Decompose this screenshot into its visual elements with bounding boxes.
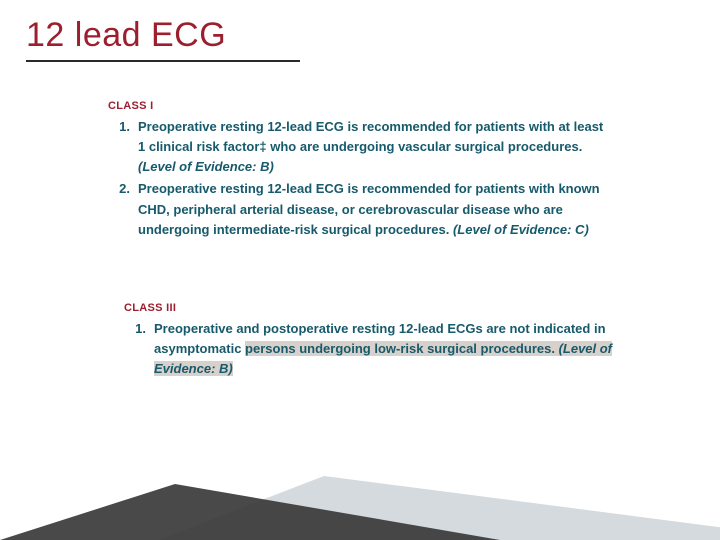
class-block-3: CLASS III 1.Preoperative and postoperati… (124, 300, 630, 381)
slide: 12 lead ECG CLASS I 1.Preoperative resti… (0, 0, 720, 540)
page-title: 12 lead ECG (26, 16, 226, 55)
item-text: Preoperative resting 12-lead ECG is reco… (138, 117, 614, 177)
item-number: 2. (108, 179, 130, 239)
evidence-level: (Level of Evidence: C) (453, 222, 589, 237)
class-label-3: CLASS III (124, 300, 630, 317)
class-3-list: 1.Preoperative and postoperative resting… (124, 319, 630, 379)
item-number: 1. (124, 319, 146, 379)
class-block-1: CLASS I 1.Preoperative resting 12-lead E… (108, 98, 614, 242)
item-text: Preoperative resting 12-lead ECG is reco… (138, 179, 614, 239)
list-item: 2.Preoperative resting 12-lead ECG is re… (108, 179, 614, 239)
list-item: 1.Preoperative and postoperative resting… (124, 319, 630, 379)
highlighted-text: persons undergoing low-risk surgical pro… (245, 341, 559, 356)
title-underline (26, 60, 300, 62)
evidence-level: (Level of Evidence: B) (138, 159, 274, 174)
item-number: 1. (108, 117, 130, 177)
item-body: Preoperative resting 12-lead ECG is reco… (138, 119, 603, 154)
list-item: 1.Preoperative resting 12-lead ECG is re… (108, 117, 614, 177)
item-text: Preoperative and postoperative resting 1… (154, 319, 630, 379)
class-label-1: CLASS I (108, 98, 614, 115)
class-1-list: 1.Preoperative resting 12-lead ECG is re… (108, 117, 614, 240)
